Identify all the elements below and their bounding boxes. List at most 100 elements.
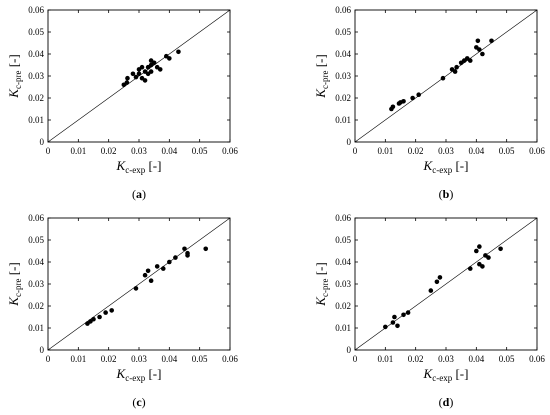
x-tick-label: 0.01: [70, 146, 86, 156]
panel-label: (c): [132, 395, 145, 409]
chart-panel-a: 00 0.01 0.01 0.02 0.02 0.03 0.03 0.04 0.04 0.05 0.…: [6, 5, 238, 201]
x-tick-label: 0.03: [131, 354, 147, 364]
x-axis-title-main: K: [116, 158, 127, 173]
x-axis-title-unit: [-]: [145, 158, 161, 173]
x-tick-label: 0.05: [499, 146, 515, 156]
data-point: [182, 246, 187, 252]
data-point: [440, 75, 446, 81]
data-point: [133, 74, 139, 80]
x-axis-title-sub: c-exp: [432, 373, 452, 383]
panel-label: (d): [439, 395, 454, 409]
y-tick-label: 0.05: [28, 27, 44, 37]
y-axis-title-sub: c-pre: [13, 279, 23, 297]
x-tick-label: 0.03: [438, 354, 454, 364]
data-point: [173, 255, 178, 260]
data-point: [91, 316, 96, 322]
data-point: [103, 310, 108, 315]
data-point: [167, 56, 172, 61]
x-axis-title-main: K: [423, 366, 434, 381]
y-axis-title: Kc-pre [-]: [6, 54, 23, 98]
data-point: [410, 95, 415, 101]
data-point: [401, 99, 406, 104]
panel-label-close: ): [449, 187, 453, 201]
data-point: [185, 250, 190, 256]
data-point: [489, 38, 494, 44]
y-axis-title-sub: c-pre: [13, 71, 23, 89]
x-tick-label: 0.02: [408, 354, 424, 364]
data-point: [203, 246, 209, 252]
y-tick-label: 0.02: [335, 93, 351, 103]
y-axis-title-unit: [-]: [6, 54, 21, 70]
y-tick-label: 0.06: [28, 5, 44, 15]
data-point: [437, 275, 443, 280]
panel-label-letter: c: [136, 395, 142, 409]
y-axis-title-unit: [-]: [6, 262, 21, 278]
x-tick-label: 0.01: [377, 354, 393, 364]
y-tick-label: 0.03: [28, 279, 44, 289]
data-point: [477, 244, 482, 249]
data-point: [160, 266, 166, 271]
x-axis-title-sub: c-exp: [432, 165, 452, 175]
panel-label-open: (: [439, 395, 443, 409]
y-tick-label: 0.02: [28, 93, 44, 103]
data-point: [434, 279, 440, 285]
x-tick-label: 0.04: [468, 354, 484, 364]
x-axis-title: Kc-exp [-]: [423, 158, 469, 175]
x-axis-title-unit: [-]: [452, 158, 468, 173]
x-tick-label: 0.01: [70, 354, 86, 364]
data-point: [401, 312, 406, 318]
data-point: [109, 308, 114, 313]
data-point: [477, 47, 482, 52]
y-tick-label: 0: [40, 137, 45, 147]
y-tick-label: 0.03: [335, 279, 351, 289]
data-point: [130, 71, 136, 77]
y-axis-title-main: K: [6, 88, 21, 99]
data-point: [139, 64, 145, 70]
panel-label-letter: b: [443, 187, 450, 201]
data-point: [125, 75, 130, 81]
data-point: [383, 324, 388, 330]
x-tick-label: 0.04: [161, 354, 177, 364]
x-axis-title-unit: [-]: [145, 366, 161, 381]
x-axis-title: Kc-exp [-]: [423, 366, 469, 383]
x-tick-label: 0.03: [438, 146, 454, 156]
data-point: [416, 92, 422, 97]
y-axis-title-main: K: [6, 296, 21, 307]
y-tick-label: 0.05: [335, 235, 351, 245]
y-tick-label: 0.02: [335, 301, 351, 311]
y-tick-label: 0.01: [28, 323, 44, 333]
x-tick-label: 0.01: [377, 146, 393, 156]
x-tick-label: 0.02: [408, 146, 424, 156]
data-point: [136, 71, 142, 77]
y-axis-title-sub: c-pre: [320, 279, 330, 297]
y-tick-label: 0.01: [335, 323, 351, 333]
data-point: [154, 264, 160, 269]
y-axis-title-sub: c-pre: [320, 71, 330, 89]
panel-label-letter: a: [136, 187, 142, 201]
panel-label-open: (: [132, 395, 136, 409]
y-tick-label: 0.06: [335, 5, 351, 15]
data-point: [124, 80, 130, 85]
y-axis-title-main: K: [313, 296, 328, 307]
y-tick-label: 0.02: [28, 301, 44, 311]
data-point: [151, 60, 157, 66]
data-point: [392, 314, 397, 320]
panel-label-letter: d: [443, 395, 450, 409]
data-point: [467, 266, 473, 271]
x-tick-label: 0.03: [131, 146, 147, 156]
y-axis-title-unit: [-]: [313, 262, 328, 278]
data-point: [405, 310, 411, 315]
x-tick-label: 0.06: [529, 146, 545, 156]
y-tick-label: 0.05: [28, 235, 44, 245]
x-tick-label: 0.04: [161, 146, 177, 156]
panel-label-open: (: [132, 187, 136, 201]
x-axis-title: Kc-exp [-]: [116, 158, 162, 175]
y-tick-label: 0.03: [335, 71, 351, 81]
data-point: [467, 58, 473, 63]
panel-label-close: ): [142, 395, 146, 409]
y-tick-label: 0.04: [335, 257, 351, 267]
data-point: [454, 64, 459, 70]
x-tick-label: 0.05: [499, 354, 515, 364]
panel-label: (b): [439, 187, 454, 201]
data-point: [157, 67, 163, 72]
